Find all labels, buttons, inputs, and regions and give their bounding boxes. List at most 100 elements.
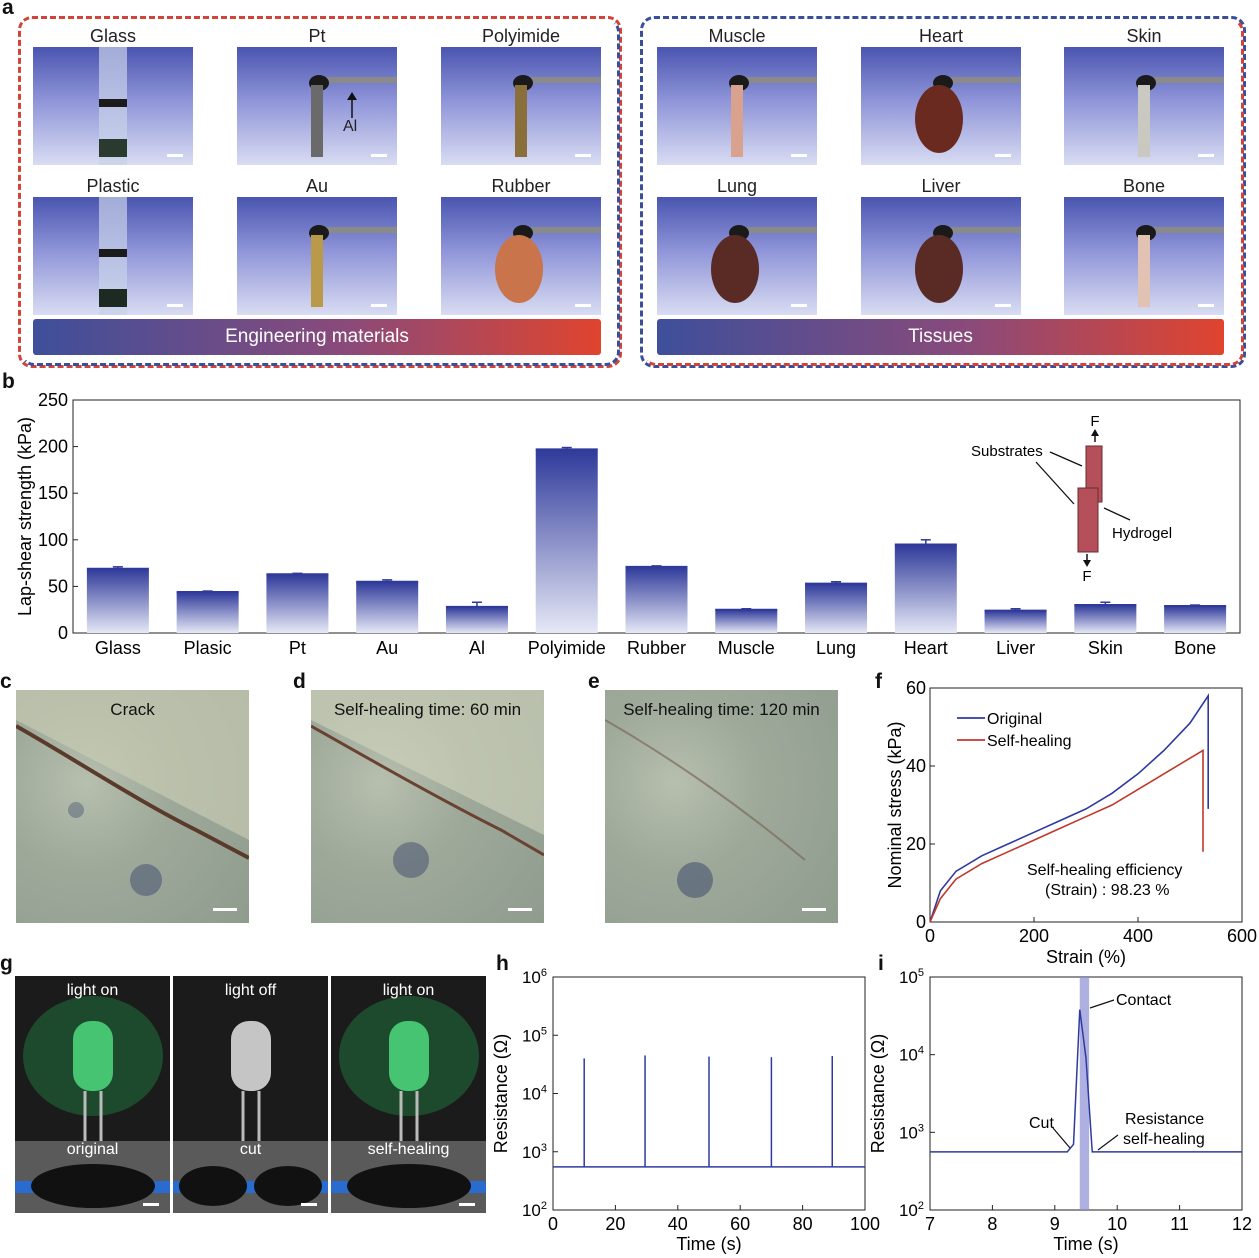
x-tick-label: Plasic — [184, 638, 232, 658]
x-tick-label: 0 — [925, 926, 935, 946]
led-drawing — [15, 996, 170, 1213]
x-tick-label: 600 — [1227, 926, 1257, 946]
tile-photo-glass — [33, 47, 193, 165]
panel-label-i: i — [878, 952, 884, 975]
tile-label-muscle: Muscle — [708, 26, 766, 46]
bar-lung — [805, 583, 868, 633]
tile-label-skin: Skin — [1126, 26, 1162, 46]
sample-state-caption: self-healing — [367, 1141, 450, 1158]
panel-label-d: d — [293, 670, 306, 693]
crack-micrograph: Crack — [16, 690, 249, 923]
panel-label-f: f — [875, 670, 882, 693]
tile-photo-pt — [237, 47, 397, 165]
bar-glass — [86, 568, 149, 633]
tile-label-polyimide: Polyimide — [481, 26, 561, 46]
y-tick-label: 250 — [38, 390, 68, 410]
bar-al — [445, 606, 508, 633]
scale-bar — [995, 154, 1011, 157]
sample-drawing — [915, 225, 1021, 303]
force-label-bottom: F — [1082, 568, 1091, 585]
sample-drawing — [711, 225, 817, 303]
lap-shear-inset: F F Substrates Hydrogel — [971, 413, 1172, 585]
plot-frame — [929, 687, 1243, 923]
x-tick-label: Au — [376, 638, 398, 658]
bar-liver — [984, 610, 1047, 633]
hydrogel-label: Hydrogel — [1112, 525, 1172, 542]
x-tick-label: 20 — [605, 1214, 625, 1234]
tile-photo-lung — [657, 197, 817, 315]
efficiency-annotation: (Strain) : 98.23 % — [1045, 882, 1170, 899]
x-tick-label: Polyimide — [528, 638, 606, 658]
tile-label-heart: Heart — [918, 26, 963, 46]
arrow-icon — [1089, 999, 1115, 1009]
scale-bar — [575, 304, 591, 307]
x-tick-label: 10 — [1107, 1214, 1127, 1234]
tile-label-liver: Liver — [921, 176, 961, 196]
y-axis-label: Resistance (Ω) — [491, 1034, 511, 1154]
y-tick-label: 105 — [522, 1025, 547, 1045]
scale-bar — [1198, 154, 1214, 157]
tile-photo-rubber — [441, 197, 601, 315]
scale-bar — [791, 304, 807, 307]
x-tick-label: Lung — [816, 638, 856, 658]
al-label: Al — [343, 118, 358, 135]
sample-drawing — [495, 225, 601, 303]
sample-drawing — [99, 47, 127, 165]
led-state-caption: light on — [382, 982, 435, 999]
sample-drawing — [309, 75, 397, 157]
scale-bar — [791, 154, 807, 157]
engineering-frame-red — [18, 16, 622, 368]
scale-bar — [1198, 304, 1214, 307]
bar-polyimide — [535, 449, 598, 633]
contact-annotation: Contact — [1116, 992, 1172, 1009]
panel-label-b: b — [2, 370, 15, 393]
panel-label-e: e — [588, 670, 600, 693]
scale-bar — [508, 908, 532, 911]
engineering-materials-band: Engineering materials — [33, 319, 601, 355]
y-axis-label: Resistance (Ω) — [870, 1034, 888, 1154]
tissue-frame-red — [642, 18, 1244, 366]
scale-bar — [371, 304, 387, 307]
tile-photo-heart — [861, 47, 1021, 165]
y-axis-label: Lap-shear strength (kPa) — [15, 417, 35, 616]
arrow-icon — [1052, 1127, 1071, 1149]
y-tick-label: 20 — [906, 834, 926, 854]
bar-rubber — [625, 566, 688, 633]
y-tick-label: 106 — [522, 967, 547, 987]
panel-label-g: g — [0, 952, 13, 975]
panel-label-a: a — [2, 0, 14, 19]
series-line-original — [929, 693, 1210, 923]
bar-skin — [1074, 605, 1137, 633]
bar-plasic — [176, 591, 239, 633]
x-tick-label: 60 — [730, 1214, 750, 1234]
y-tick-label: 102 — [522, 1200, 547, 1220]
y-tick-label: 200 — [38, 437, 68, 457]
x-tick-label: 8 — [987, 1214, 997, 1234]
tile-label-au: Au — [305, 176, 329, 196]
resistance-cycle-chart: 0 20 40 60 80 100 102 103 104 105 106 Time (s) Resis… — [491, 967, 880, 1254]
sample-drawing — [729, 75, 817, 157]
sample-drawing — [99, 197, 127, 315]
tile-label-lung: Lung — [716, 176, 758, 196]
x-tick-label: 9 — [1050, 1214, 1060, 1234]
y-tick-label: 40 — [906, 756, 926, 776]
x-tick-label: 100 — [850, 1214, 880, 1234]
y-tick-label: 0 — [916, 912, 926, 932]
y-tick-label: 104 — [899, 1045, 924, 1065]
y-tick-label: 60 — [906, 678, 926, 698]
tile-photo-bone — [1064, 197, 1224, 315]
y-tick-label: 0 — [58, 623, 68, 643]
y-tick-label: 100 — [38, 530, 68, 550]
led-drawing — [173, 1021, 328, 1213]
efficiency-annotation: Self-healing efficiency — [1027, 862, 1182, 879]
sample-drawing — [1136, 75, 1224, 157]
sample-state-caption: cut — [239, 1141, 262, 1158]
x-tick-label: Glass — [95, 638, 141, 658]
y-tick-label: 50 — [48, 576, 68, 596]
tissues-band: Tissues — [657, 319, 1224, 355]
tile-photo-muscle — [657, 47, 817, 165]
scale-bar — [167, 304, 183, 307]
x-tick-label: Pt — [289, 638, 306, 658]
x-axis-label: Time (s) — [1053, 1234, 1118, 1254]
